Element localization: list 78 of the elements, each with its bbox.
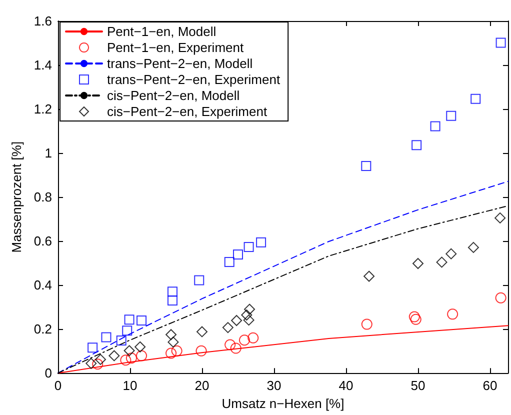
- point: [86, 358, 97, 369]
- legend-label: trans−Pent−2−en, Modell: [107, 56, 253, 71]
- point: [108, 350, 120, 362]
- point: [410, 314, 422, 325]
- point: [136, 316, 147, 326]
- point: [470, 94, 481, 104]
- point: [196, 326, 208, 338]
- y-tick-label: 1.2: [34, 102, 52, 117]
- y-tick-label: 0.2: [34, 322, 52, 337]
- legend-label: cis−Pent−2−en, Modell: [107, 88, 240, 103]
- point: [241, 310, 252, 321]
- y-axis-title: Massenprozent [%]: [9, 141, 24, 253]
- y-tick-label: 0: [44, 366, 52, 381]
- point: [92, 358, 104, 370]
- legend-label: Pent−1−en, Modell: [107, 24, 216, 39]
- point: [256, 237, 266, 248]
- y-tick-label: 0.8: [34, 190, 52, 205]
- point: [167, 295, 178, 306]
- point: [124, 314, 134, 325]
- point: [408, 311, 420, 322]
- x-tick-label: 50: [410, 378, 426, 394]
- point: [233, 249, 243, 260]
- point: [361, 161, 372, 172]
- x-tick-label: 40: [338, 378, 354, 394]
- y-tick-label: 0.4: [34, 278, 52, 293]
- point: [495, 292, 506, 304]
- point: [120, 354, 132, 366]
- point: [430, 121, 440, 132]
- point: [166, 348, 177, 359]
- point: [88, 342, 98, 353]
- y-tick-label: 1.6: [34, 14, 52, 28]
- point: [194, 275, 204, 286]
- y-tick-label: 1: [44, 146, 52, 161]
- point: [496, 38, 506, 48]
- point: [494, 212, 506, 224]
- x-tick-label: 30: [266, 378, 282, 394]
- point: [446, 248, 457, 260]
- point: [243, 314, 254, 326]
- point: [244, 304, 256, 315]
- point: [134, 341, 146, 352]
- point: [101, 332, 112, 342]
- point: [436, 256, 448, 268]
- point: [136, 350, 148, 362]
- point: [248, 332, 259, 344]
- x-tick-label: 10: [122, 378, 138, 394]
- point: [116, 336, 126, 346]
- point: [171, 345, 182, 356]
- x-axis-title: Umsatz n−Hexen [%]: [222, 396, 344, 411]
- legend-label: Pent−1−en, Experiment: [107, 40, 244, 55]
- point: [168, 336, 179, 348]
- y-tick-label: 0.6: [34, 234, 52, 249]
- point: [412, 140, 422, 150]
- point: [230, 342, 242, 354]
- point: [94, 354, 106, 365]
- point: [364, 270, 375, 282]
- legend-label: trans−Pent−2−en, Experiment: [107, 72, 280, 87]
- point: [224, 339, 236, 350]
- point: [238, 334, 250, 346]
- point: [231, 315, 242, 326]
- point: [124, 345, 135, 356]
- point: [447, 308, 458, 320]
- legend-label: cis−Pent−2−en, Experiment: [107, 104, 268, 119]
- x-tick-label: 0: [54, 378, 62, 394]
- y-tick-label: 1.4: [34, 58, 52, 73]
- point: [224, 256, 234, 267]
- point: [222, 322, 234, 334]
- point: [244, 242, 254, 252]
- point: [126, 352, 137, 364]
- point: [446, 110, 456, 121]
- point: [166, 329, 177, 340]
- point: [196, 345, 207, 356]
- x-tick-label: 20: [194, 378, 210, 394]
- point: [412, 258, 424, 270]
- x-tick-label: 60: [482, 378, 498, 394]
- point: [167, 286, 178, 297]
- point: [122, 326, 132, 336]
- point: [361, 318, 372, 330]
- point: [468, 242, 479, 253]
